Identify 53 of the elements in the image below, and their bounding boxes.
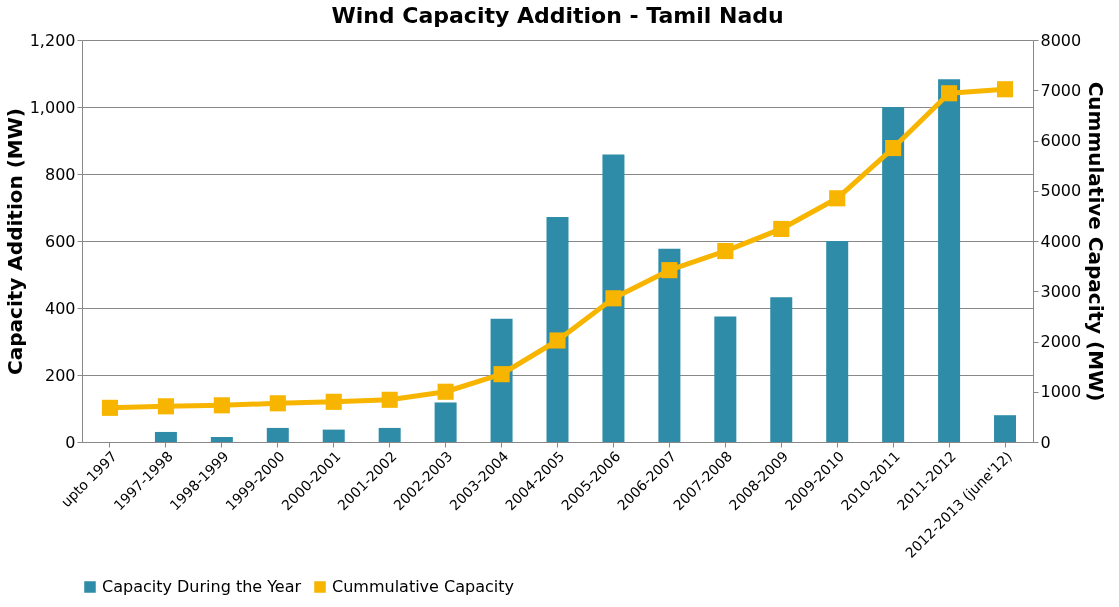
point — [325, 393, 342, 410]
bar — [434, 402, 457, 442]
y2-tick-label: 6000 — [1040, 131, 1082, 150]
bar — [546, 216, 569, 442]
point — [941, 85, 958, 102]
y2-tick-label: 2000 — [1040, 332, 1082, 351]
bar — [210, 436, 233, 442]
bar — [322, 429, 345, 442]
chart-title: Wind Capacity Addition - Tamil Nadu — [331, 3, 784, 28]
y2-tick-label: 0 — [1040, 432, 1051, 452]
y2-tick-label: 3000 — [1040, 281, 1082, 301]
bar — [154, 431, 177, 442]
bar — [658, 248, 681, 442]
y2-tick-label: 1000 — [1040, 382, 1082, 402]
bar — [378, 427, 401, 442]
bar — [770, 297, 793, 442]
point — [101, 399, 119, 416]
legend-label: Capacity During the Year — [102, 577, 302, 596]
y2-axis-title: Cummulative Capacity (MW) — [1084, 81, 1109, 402]
point — [381, 391, 398, 408]
point — [661, 262, 678, 279]
bar — [994, 415, 1017, 442]
bar — [602, 154, 625, 442]
bar — [938, 79, 961, 442]
point — [213, 397, 230, 414]
y2-tick-label: 4000 — [1040, 231, 1082, 251]
bar — [882, 107, 905, 442]
y-tick-label: 1,000 — [29, 97, 76, 117]
y-tick-label: 200 — [44, 365, 76, 385]
point — [269, 395, 286, 412]
bar — [266, 427, 289, 442]
y-tick-label: 800 — [44, 164, 76, 184]
y-axis-title: Capacity Addition (MW) — [2, 108, 27, 375]
y2-tick-label: 5000 — [1040, 181, 1082, 201]
y-tick-label: 600 — [44, 231, 76, 251]
point — [717, 242, 734, 260]
point — [885, 139, 902, 157]
point — [605, 290, 622, 307]
bar — [714, 316, 737, 442]
y2-tick-label: 8000 — [1040, 30, 1082, 50]
legend-label: Cummulative Capacity — [332, 577, 514, 596]
point — [493, 366, 510, 383]
y-tick-label: 400 — [44, 298, 76, 318]
y-tick-label: 1,200 — [29, 30, 76, 50]
point — [437, 383, 454, 400]
y2-tick-label: 7000 — [1040, 80, 1082, 100]
point — [549, 332, 566, 349]
point — [829, 190, 846, 207]
bar — [826, 241, 849, 442]
y-tick-label: 0 — [65, 432, 76, 452]
point — [773, 220, 790, 237]
point — [996, 81, 1014, 98]
point — [157, 398, 174, 415]
